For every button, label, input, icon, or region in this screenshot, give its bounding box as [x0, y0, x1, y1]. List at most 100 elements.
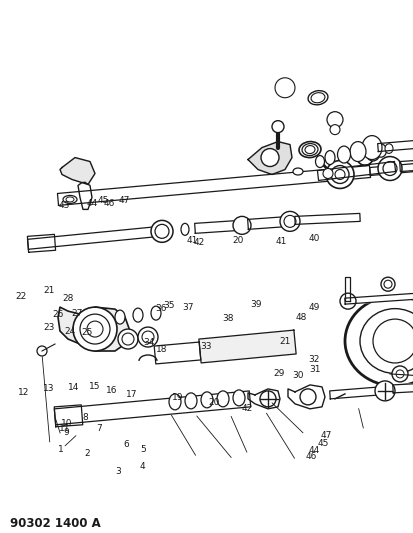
- Ellipse shape: [169, 394, 180, 410]
- Text: 4: 4: [140, 462, 145, 471]
- Ellipse shape: [304, 146, 314, 154]
- Ellipse shape: [384, 144, 392, 154]
- Circle shape: [299, 389, 315, 405]
- Text: 43: 43: [58, 201, 70, 210]
- Polygon shape: [345, 277, 350, 301]
- Ellipse shape: [355, 144, 373, 165]
- Circle shape: [138, 327, 158, 347]
- Text: 44: 44: [307, 446, 319, 455]
- Text: 49: 49: [308, 303, 320, 312]
- Text: 7: 7: [96, 424, 102, 433]
- Text: 17: 17: [126, 390, 137, 399]
- Circle shape: [326, 112, 342, 127]
- Ellipse shape: [375, 144, 386, 157]
- Circle shape: [377, 157, 401, 181]
- Text: 31: 31: [308, 365, 320, 374]
- Polygon shape: [399, 158, 413, 172]
- Text: 14: 14: [68, 383, 79, 392]
- Text: 8: 8: [82, 413, 88, 422]
- Circle shape: [382, 161, 396, 175]
- Text: 45: 45: [97, 196, 109, 205]
- Circle shape: [118, 329, 138, 349]
- Text: 18: 18: [155, 345, 167, 354]
- Text: 40: 40: [308, 233, 320, 243]
- Ellipse shape: [324, 151, 334, 165]
- Circle shape: [339, 293, 355, 309]
- Ellipse shape: [365, 144, 379, 161]
- Circle shape: [380, 277, 394, 291]
- Polygon shape: [54, 405, 83, 427]
- Text: 34: 34: [143, 338, 154, 348]
- Polygon shape: [344, 288, 413, 304]
- Ellipse shape: [315, 156, 324, 167]
- Circle shape: [330, 166, 348, 183]
- Text: 28: 28: [62, 294, 74, 303]
- Ellipse shape: [344, 296, 413, 386]
- Polygon shape: [247, 216, 290, 229]
- Polygon shape: [54, 391, 250, 425]
- Circle shape: [271, 120, 283, 133]
- Circle shape: [391, 366, 407, 382]
- Circle shape: [322, 168, 332, 179]
- Circle shape: [142, 331, 154, 343]
- Text: 46: 46: [104, 199, 115, 208]
- Circle shape: [278, 82, 290, 94]
- Text: 20: 20: [232, 236, 243, 245]
- Circle shape: [73, 307, 117, 351]
- Ellipse shape: [151, 306, 161, 320]
- Text: 5: 5: [140, 445, 145, 454]
- Ellipse shape: [115, 310, 125, 324]
- Polygon shape: [198, 330, 295, 363]
- Text: 30: 30: [292, 371, 303, 379]
- Polygon shape: [78, 182, 92, 209]
- Ellipse shape: [310, 93, 324, 103]
- Polygon shape: [329, 387, 380, 399]
- Polygon shape: [247, 389, 279, 409]
- Polygon shape: [57, 166, 370, 205]
- Ellipse shape: [180, 223, 189, 236]
- Ellipse shape: [307, 91, 327, 105]
- Ellipse shape: [233, 390, 244, 406]
- Circle shape: [233, 216, 250, 235]
- Circle shape: [122, 333, 134, 345]
- Ellipse shape: [63, 196, 77, 204]
- Text: 10: 10: [60, 419, 72, 428]
- Text: 1: 1: [58, 445, 64, 454]
- Polygon shape: [27, 227, 160, 249]
- Circle shape: [395, 370, 403, 378]
- Ellipse shape: [66, 197, 74, 202]
- Text: 35: 35: [163, 301, 174, 310]
- Polygon shape: [60, 158, 95, 184]
- Circle shape: [260, 149, 278, 166]
- Text: 15: 15: [88, 382, 100, 391]
- Circle shape: [283, 215, 295, 228]
- Text: 48: 48: [295, 313, 306, 322]
- Text: 90302 1400 A: 90302 1400 A: [10, 516, 101, 530]
- Text: 46: 46: [305, 451, 316, 461]
- Text: 2: 2: [84, 449, 90, 458]
- Text: 36: 36: [155, 304, 167, 313]
- Ellipse shape: [216, 391, 228, 407]
- Circle shape: [329, 125, 339, 135]
- Text: 37: 37: [182, 303, 194, 312]
- Text: 12: 12: [18, 387, 30, 397]
- Ellipse shape: [337, 146, 350, 163]
- Text: 22: 22: [15, 292, 26, 301]
- Circle shape: [87, 321, 103, 337]
- Polygon shape: [294, 213, 359, 224]
- Circle shape: [274, 78, 294, 98]
- Text: 41: 41: [186, 236, 198, 245]
- Text: 42: 42: [241, 403, 253, 413]
- Ellipse shape: [133, 308, 142, 322]
- Text: 27: 27: [71, 309, 82, 318]
- Text: 3: 3: [115, 467, 121, 476]
- Text: 38: 38: [221, 314, 233, 324]
- Text: 26: 26: [52, 310, 64, 319]
- Circle shape: [374, 381, 394, 401]
- Text: 25: 25: [81, 328, 93, 337]
- Text: 20: 20: [208, 398, 220, 407]
- Text: 42: 42: [193, 238, 205, 247]
- Text: 13: 13: [43, 384, 55, 393]
- Text: 24: 24: [64, 327, 75, 336]
- Ellipse shape: [201, 392, 212, 408]
